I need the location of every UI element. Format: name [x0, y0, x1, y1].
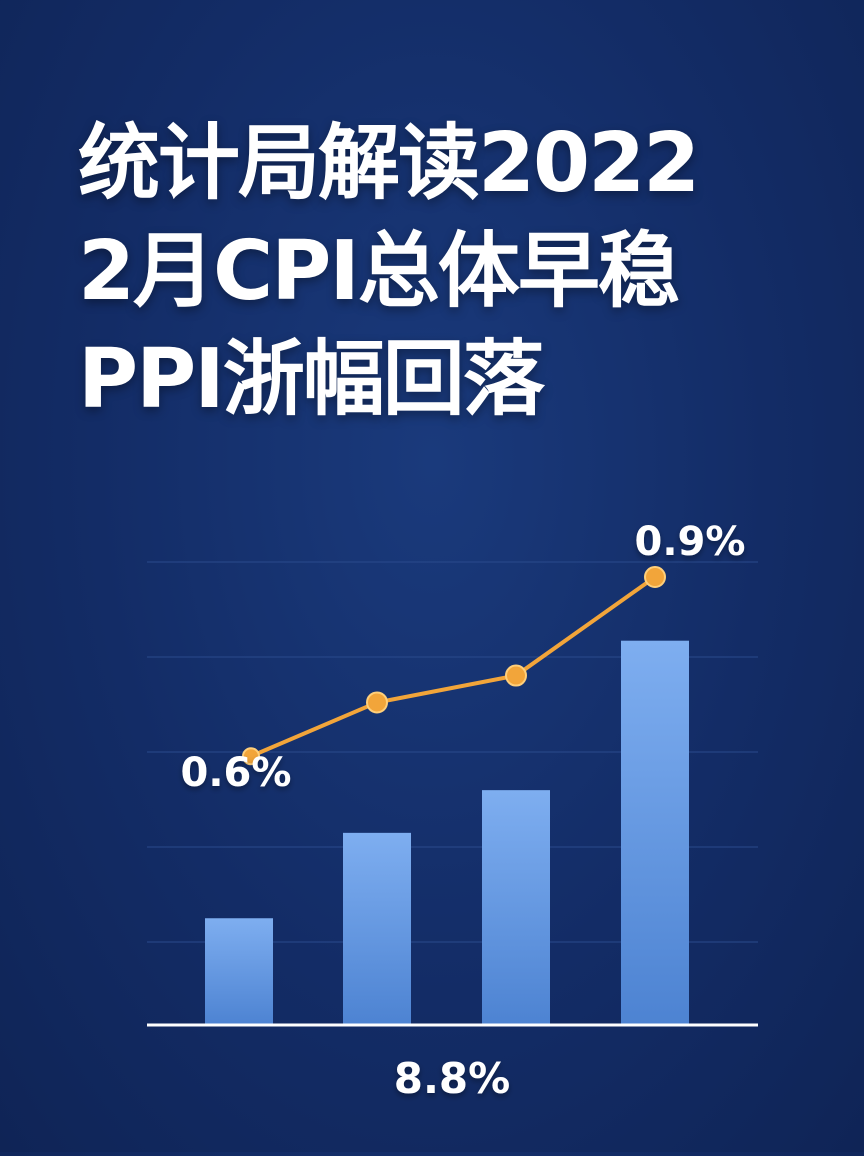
title-line-2: 2月CPI总体早稳 [78, 224, 680, 319]
bar [621, 640, 689, 1025]
x-axis-label: 8.8% [394, 1054, 510, 1103]
bar [343, 832, 411, 1025]
line-point [644, 566, 666, 588]
label-layer: 0.6% 0.9% [181, 519, 746, 796]
line-point [366, 691, 388, 714]
bar [482, 790, 550, 1025]
data-label: 0.9% [635, 519, 746, 565]
bar-layer [205, 640, 689, 1025]
line-point [505, 664, 527, 687]
line-point [242, 747, 260, 766]
data-label: 0.6% [181, 750, 292, 796]
series-line [250, 575, 657, 759]
bar [205, 918, 273, 1025]
page-title: 统计局解读2022 2月CPI总体早稳 PPI浙幅回落 [78, 110, 838, 434]
line-layer [242, 566, 666, 766]
title-line-1: 统计局解读2022 [78, 116, 700, 211]
title-line-3: PPI浙幅回落 [78, 332, 545, 427]
